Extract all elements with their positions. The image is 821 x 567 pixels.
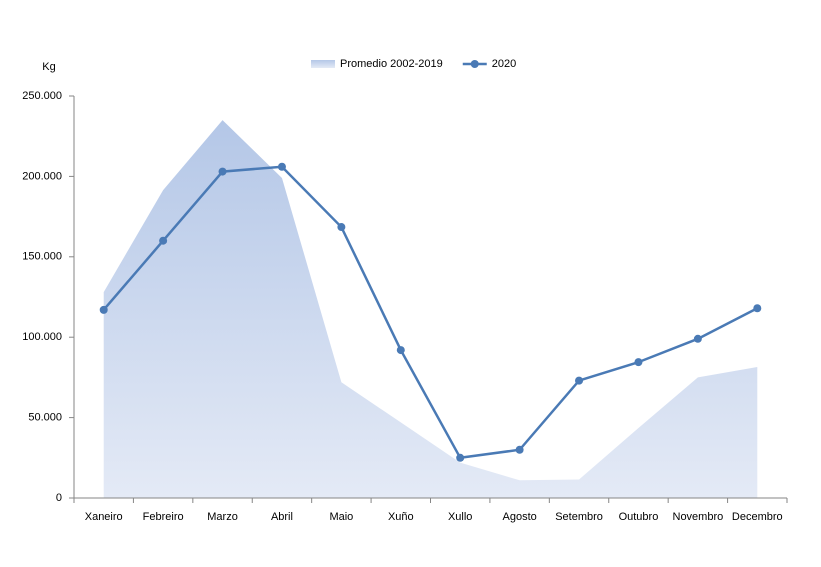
point	[337, 223, 346, 232]
line	[102, 165, 758, 460]
x-tick-label: Febreiro	[143, 511, 184, 523]
x-tick-label: Novembro	[673, 511, 724, 523]
y-tick-label: 250.000	[22, 90, 62, 102]
y-axis-label: Kg	[42, 61, 55, 73]
point	[575, 376, 584, 385]
legend-marker	[470, 60, 479, 68]
point	[456, 453, 465, 462]
point	[218, 167, 227, 176]
area	[103, 120, 758, 499]
point	[99, 305, 108, 314]
y-tick-label: 150.000	[22, 251, 62, 263]
x-tick-label: Xaneiro	[85, 511, 123, 523]
x-tick-label: Marzo	[207, 511, 238, 523]
x-tick-label: Outubro	[619, 511, 659, 523]
point	[515, 445, 524, 454]
x-tick-label: Maio	[329, 511, 353, 523]
legend-label: 2020	[492, 58, 516, 70]
x-tick-label: Setembro	[555, 511, 603, 523]
y-tick-label: 200.000	[22, 170, 62, 182]
point	[634, 358, 643, 367]
x-tick-label: Agosto	[503, 511, 537, 523]
legend-swatch	[311, 60, 335, 68]
point	[753, 304, 762, 313]
x-tick-label: Abril	[271, 511, 293, 523]
point	[277, 162, 286, 171]
x-tick-label: Decembro	[732, 511, 783, 523]
x-tick-label: Xullo	[448, 511, 472, 523]
x-tick-label: Xuño	[388, 511, 414, 523]
y-tick-label: 0	[56, 492, 62, 504]
y-tick-label: 100.000	[22, 331, 62, 343]
y-tick-label: 50.000	[28, 412, 62, 424]
legend-label: Promedio 2002-2019	[340, 58, 443, 70]
point	[396, 346, 405, 355]
point	[693, 334, 702, 343]
point	[159, 236, 168, 245]
